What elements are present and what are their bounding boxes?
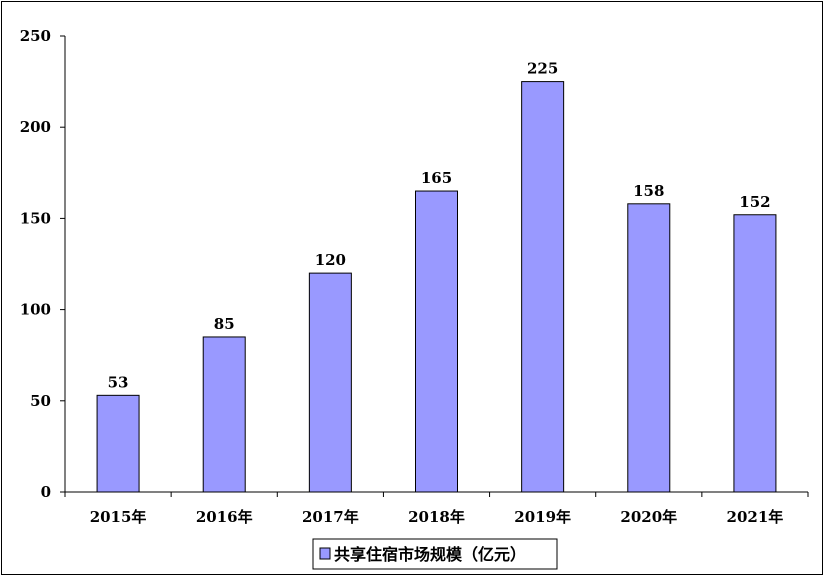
legend-label: 共享住宿市场规模（亿元） (334, 545, 526, 564)
data-label: 53 (108, 373, 129, 391)
data-label: 152 (739, 193, 770, 211)
y-tick-label: 100 (20, 301, 51, 319)
data-label: 165 (421, 169, 452, 187)
y-tick-label: 250 (20, 27, 51, 45)
legend: 共享住宿市场规模（亿元） (312, 538, 558, 570)
x-tick-label: 2021年 (727, 508, 784, 526)
data-label: 225 (527, 60, 558, 78)
x-tick-label: 2016年 (196, 508, 253, 526)
x-tick-label: 2020年 (620, 508, 677, 526)
bar (96, 394, 140, 493)
data-label: 120 (315, 251, 346, 269)
bars (96, 81, 777, 493)
bar (521, 81, 565, 493)
x-axis: 2015年 2016年 2017年 2018年 2019年 2020年 2021年 (64, 491, 809, 526)
data-labels: 53 85 120 165 225 158 152 (108, 60, 771, 392)
x-tick-label: 2015年 (90, 508, 147, 526)
y-tick-label: 50 (30, 392, 51, 410)
x-tick-label: 2017年 (302, 508, 359, 526)
bar (415, 190, 458, 493)
x-tick-label: 2018年 (408, 508, 465, 526)
y-axis: 0 50 100 150 200 250 (20, 27, 66, 501)
legend-box (312, 538, 558, 570)
y-tick-label: 200 (20, 118, 51, 136)
data-label: 158 (633, 182, 664, 200)
y-tick-label: 0 (41, 483, 51, 501)
legend-swatch (319, 547, 331, 560)
bar (627, 203, 671, 493)
bar (308, 272, 352, 493)
bar (733, 214, 777, 493)
data-label: 85 (214, 315, 235, 333)
bar (202, 336, 246, 493)
y-tick-label: 150 (20, 209, 51, 227)
x-tick-label: 2019年 (514, 508, 571, 526)
